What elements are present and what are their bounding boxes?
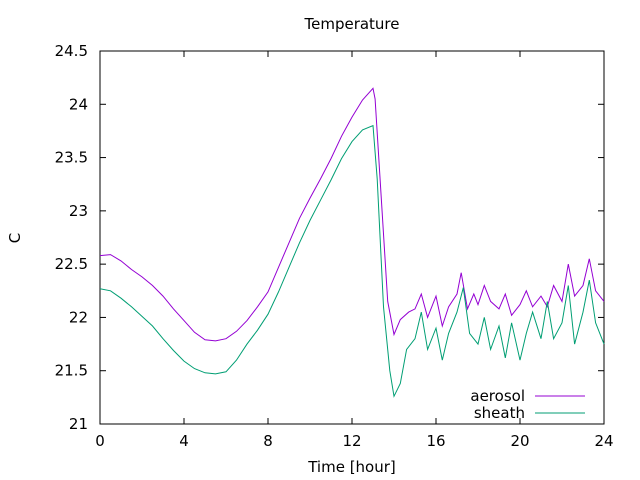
x-tick-label: 8	[263, 432, 273, 450]
y-tick-label: 21.5	[55, 362, 88, 380]
y-tick-label: 22	[69, 308, 88, 326]
y-tick-label: 24	[69, 95, 88, 113]
plot-border	[99, 50, 605, 425]
legend-label-aerosol: aerosol	[470, 387, 525, 405]
y-tick-label: 23.5	[55, 149, 88, 167]
series-line-aerosol	[99, 87, 605, 342]
legend: aerosol sheath	[470, 387, 585, 422]
x-tick-label: 24	[594, 432, 613, 450]
x-tick-label: 16	[426, 432, 445, 450]
series-lines	[99, 87, 605, 398]
y-tick-label: 21	[69, 415, 88, 433]
x-tick-label: 20	[510, 432, 529, 450]
x-axis-label: Time [hour]	[307, 458, 396, 476]
x-tick-label: 12	[342, 432, 361, 450]
y-axis: 21 21.5 22 22.5 23 23.5 24 24.5	[55, 42, 604, 433]
y-tick-label: 22.5	[55, 255, 88, 273]
chart-title: Temperature	[303, 15, 399, 33]
x-tick-label: 4	[179, 432, 189, 450]
y-tick-label: 24.5	[55, 42, 88, 60]
plot-area	[99, 50, 605, 425]
series-line-sheath	[99, 124, 605, 398]
y-tick-label: 23	[69, 202, 88, 220]
legend-label-sheath: sheath	[474, 404, 525, 422]
x-axis: 0 4 8 12 16 20 24	[95, 51, 614, 450]
y-axis-label: C	[6, 233, 24, 243]
x-tick-label: 0	[95, 432, 105, 450]
